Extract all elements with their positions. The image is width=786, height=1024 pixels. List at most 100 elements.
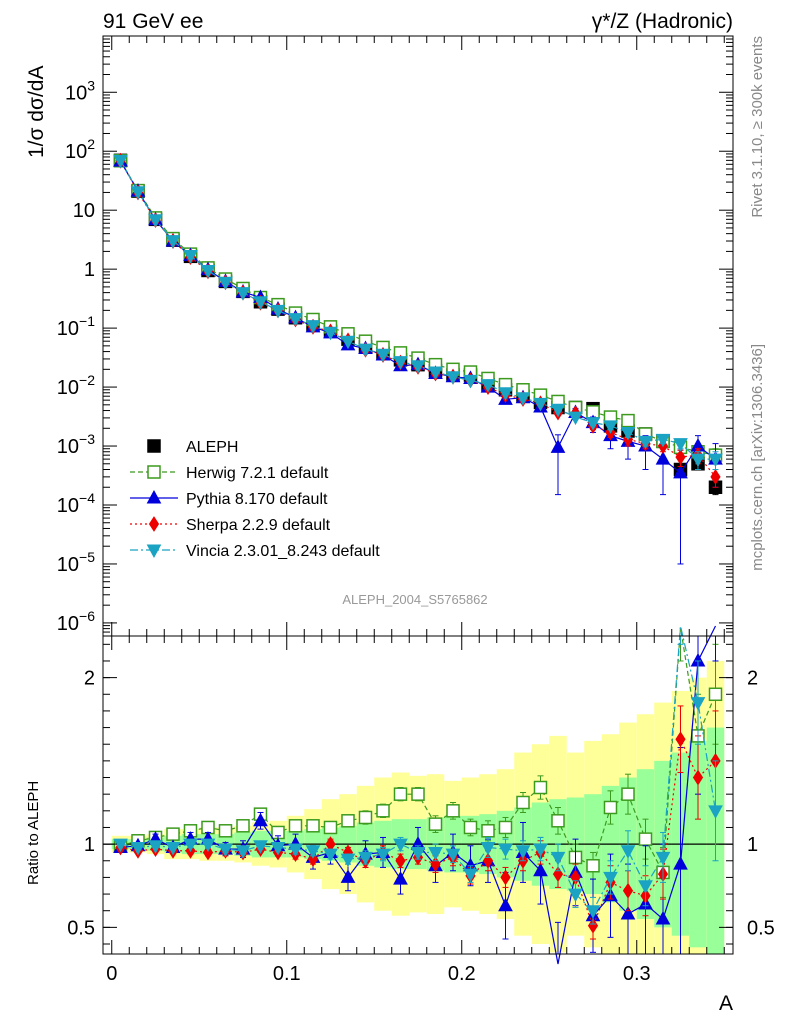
data-point <box>620 426 636 441</box>
legend-marker <box>147 465 161 479</box>
x-axis-label: A <box>719 992 733 1015</box>
legend-item-pythia: Pythia 8.170 default <box>130 489 328 508</box>
data-point <box>183 250 198 264</box>
x-tick-label: 0.2 <box>448 963 476 985</box>
ratio-line <box>120 737 716 928</box>
top-axes: 10−6 10−5 10−4 10−3 10−2 10−1 1 10 102 103 <box>57 36 733 636</box>
data-point <box>550 439 566 453</box>
ratio-point <box>253 812 268 827</box>
ratio-point <box>395 852 406 869</box>
ratio-point <box>692 769 704 786</box>
data-point <box>621 413 635 428</box>
ratio-series <box>113 625 723 965</box>
legend-item-aleph: ALEPH <box>147 439 238 456</box>
y-tick-label: 102 <box>65 136 95 163</box>
data-point <box>710 468 721 485</box>
ratio-point <box>533 843 548 858</box>
ratio-point <box>533 780 548 795</box>
ratio-point <box>202 844 214 861</box>
distribution-series <box>113 152 723 565</box>
ratio-point <box>621 787 635 801</box>
data-point <box>603 420 618 434</box>
y-tick-exponent: −5 <box>79 549 95 565</box>
ratio-point <box>288 843 303 858</box>
ratio-point <box>375 848 391 863</box>
y-tick-exponent: −4 <box>79 490 95 506</box>
legend-item-vincia: Vincia 2.3.01_8.243 default <box>130 543 380 560</box>
data-point <box>270 304 286 319</box>
ratio-y-tick-label-right: 2 <box>747 668 758 690</box>
ratio-point <box>130 841 146 856</box>
y-tick-exponent: 2 <box>87 136 95 152</box>
header-right-title: γ*/Z (Hadronic) <box>592 10 733 33</box>
ratio-y-tick-label: 0.5 <box>67 917 95 939</box>
ratio-point <box>376 804 390 818</box>
y-tick-exponent: −3 <box>79 431 95 447</box>
data-point <box>288 313 303 327</box>
data-point <box>200 264 216 279</box>
data-point <box>235 287 251 301</box>
ratio-point <box>306 819 320 833</box>
y-tick-label: 10−2 <box>57 372 95 399</box>
ratio-point <box>323 820 338 835</box>
ratio-point <box>463 820 478 835</box>
ratio-point <box>638 880 653 894</box>
data-point <box>410 360 426 374</box>
ratio-point <box>620 845 636 859</box>
header-left-title: 91 GeV ee <box>103 10 203 33</box>
ratio-point <box>708 687 723 702</box>
ratio-point <box>236 819 250 833</box>
ratio-y-tick-label: 1 <box>84 834 95 856</box>
legend-marker <box>146 544 162 559</box>
ratio-point <box>446 804 460 818</box>
bottom-plot-frame <box>102 635 734 955</box>
ratio-point <box>393 787 408 801</box>
ratio-point <box>586 859 600 873</box>
data-point <box>585 417 601 431</box>
ratio-point <box>481 824 495 838</box>
mcplots-label: mcplots.cern.ch [arXiv:1306.3436] <box>749 344 766 571</box>
series-herwig <box>113 153 723 465</box>
ratio-point <box>498 843 513 858</box>
legend-label: ALEPH <box>186 439 238 456</box>
legend-label: Sherpa 2.2.9 default <box>186 517 331 534</box>
data-point <box>165 235 181 249</box>
data-point <box>375 348 391 363</box>
ratio-point <box>655 851 671 866</box>
series-line <box>119 160 716 456</box>
ratio-point <box>113 838 128 853</box>
ratio-point <box>655 910 671 925</box>
ratio-point <box>620 905 636 920</box>
series-vincia <box>113 154 723 470</box>
legend-label: Vincia 2.3.01_8.243 default <box>186 543 380 560</box>
ratio-point <box>288 819 303 833</box>
ratio-point <box>690 697 706 711</box>
y-tick-label: 10 <box>73 200 95 222</box>
data-point <box>673 438 688 452</box>
y-tick-label: 10−4 <box>57 490 95 517</box>
x-tick-label: 0.1 <box>273 963 301 985</box>
ratio-point <box>428 846 443 861</box>
data-point <box>638 435 653 450</box>
data-point <box>463 374 478 389</box>
ratio-point <box>218 824 233 838</box>
ratio-point <box>358 851 373 866</box>
ratio-point <box>218 843 233 858</box>
legend-marker <box>148 516 160 532</box>
data-point <box>113 154 128 169</box>
data-point <box>515 392 531 406</box>
ratio-point <box>410 846 426 861</box>
data-point <box>130 186 146 200</box>
x-tick-label: 0.3 <box>623 963 651 985</box>
y-tick-label: 10−1 <box>57 313 95 340</box>
rivet-label: Rivet 3.1.10, ≥ 300k events <box>749 36 766 218</box>
y-tick-exponent: −6 <box>79 608 95 624</box>
ratio-point <box>587 917 599 934</box>
data-point <box>708 453 723 468</box>
legend-marker <box>146 489 162 504</box>
data-point <box>148 214 163 228</box>
ratio-point <box>165 841 181 856</box>
data-point <box>358 343 373 358</box>
ratio-y-tick-label-right: 0.5 <box>747 917 775 939</box>
ratio-point <box>516 795 530 810</box>
